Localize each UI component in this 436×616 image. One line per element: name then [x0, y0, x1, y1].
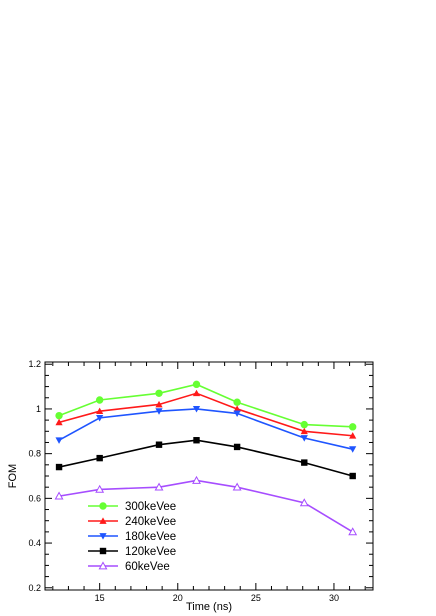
- series-line-120keVee: [58, 439, 353, 477]
- legend-label: 60keVee: [125, 561, 170, 573]
- data-point-240keVee: [96, 407, 104, 415]
- y-tick-label: 0.6: [28, 493, 41, 503]
- data-point-60keVee: [192, 475, 201, 484]
- legend-label: 240keVee: [125, 516, 176, 528]
- legend-entry: 60keVee: [88, 561, 170, 573]
- legend-entry: 180keVee: [88, 531, 176, 543]
- data-point-60keVee: [348, 527, 358, 536]
- data-point-120keVee: [96, 454, 103, 462]
- legend-marker: [99, 517, 107, 524]
- data-point-60keVee: [95, 484, 105, 493]
- data-point-300keVee: [192, 380, 201, 389]
- series-240keVee: [55, 389, 357, 439]
- data-point-240keVee: [192, 389, 201, 397]
- x-tick-label: 30: [329, 593, 339, 603]
- legend-entry: 300keVee: [88, 501, 176, 513]
- legend-label: 300keVee: [125, 501, 176, 513]
- legend-entry: 120keVee: [88, 546, 176, 558]
- y-tick-label: 1: [36, 404, 41, 414]
- data-point-60keVee: [54, 491, 64, 500]
- data-point-180keVee: [192, 406, 201, 413]
- plot-frame: [44, 361, 374, 591]
- axis-ticks: 0.2 0.4 0.6 0.8 1 1.2 15 20 25 30: [28, 359, 373, 603]
- data-point-120keVee: [155, 441, 163, 448]
- y-tick-label: 1.2: [28, 359, 41, 369]
- y-axis-title: FOM: [7, 464, 19, 488]
- series-60keVee: [54, 475, 358, 536]
- data-point-60keVee: [154, 482, 164, 491]
- data-point-240keVee: [300, 427, 308, 435]
- y-tick-label: 0.4: [28, 538, 41, 548]
- data-point-300keVee: [233, 398, 241, 406]
- data-point-180keVee: [349, 446, 357, 453]
- legend-entry: 240keVee: [88, 516, 176, 528]
- y-tick-label: 0.8: [28, 449, 41, 459]
- series-line-300keVee: [58, 383, 353, 428]
- data-point-300keVee: [300, 420, 308, 429]
- data-point-60keVee: [232, 482, 242, 491]
- x-tick-label: 20: [173, 593, 183, 603]
- legend: 300keVee 240keVee 180keVee 120keVee 60keVee: [88, 501, 176, 573]
- data-point-180keVee: [96, 415, 104, 422]
- data-point-300keVee: [348, 423, 357, 431]
- x-axis-title: Time (ns): [186, 601, 232, 613]
- data-point-300keVee: [95, 396, 104, 404]
- legend-label: 120keVee: [125, 546, 176, 558]
- series-layer: [54, 380, 358, 536]
- series-120keVee: [55, 437, 356, 480]
- legend-marker: [99, 502, 107, 510]
- y-tick-label: 0.2: [28, 583, 41, 593]
- data-point-60keVee: [299, 498, 309, 507]
- data-point-240keVee: [349, 432, 357, 439]
- data-point-300keVee: [55, 411, 63, 420]
- data-point-180keVee: [300, 435, 308, 442]
- data-point-180keVee: [233, 410, 241, 418]
- data-point-180keVee: [55, 437, 63, 444]
- data-point-180keVee: [155, 408, 163, 415]
- legend-label: 180keVee: [125, 531, 176, 543]
- data-point-120keVee: [193, 437, 200, 444]
- data-point-120keVee: [55, 463, 63, 471]
- data-point-120keVee: [233, 443, 241, 451]
- legend-marker: [99, 533, 107, 540]
- data-point-120keVee: [301, 459, 308, 466]
- x-tick-label: 25: [251, 593, 261, 603]
- legend-marker: [98, 561, 108, 570]
- data-point-240keVee: [155, 400, 163, 408]
- data-point-240keVee: [233, 405, 241, 412]
- x-tick-label: 15: [95, 593, 105, 603]
- series-300keVee: [55, 380, 357, 431]
- series-180keVee: [55, 406, 357, 453]
- data-point-240keVee: [55, 418, 63, 426]
- data-point-300keVee: [155, 389, 163, 397]
- data-point-120keVee: [349, 472, 356, 480]
- series-line-180keVee: [58, 408, 353, 450]
- legend-marker: [99, 547, 107, 555]
